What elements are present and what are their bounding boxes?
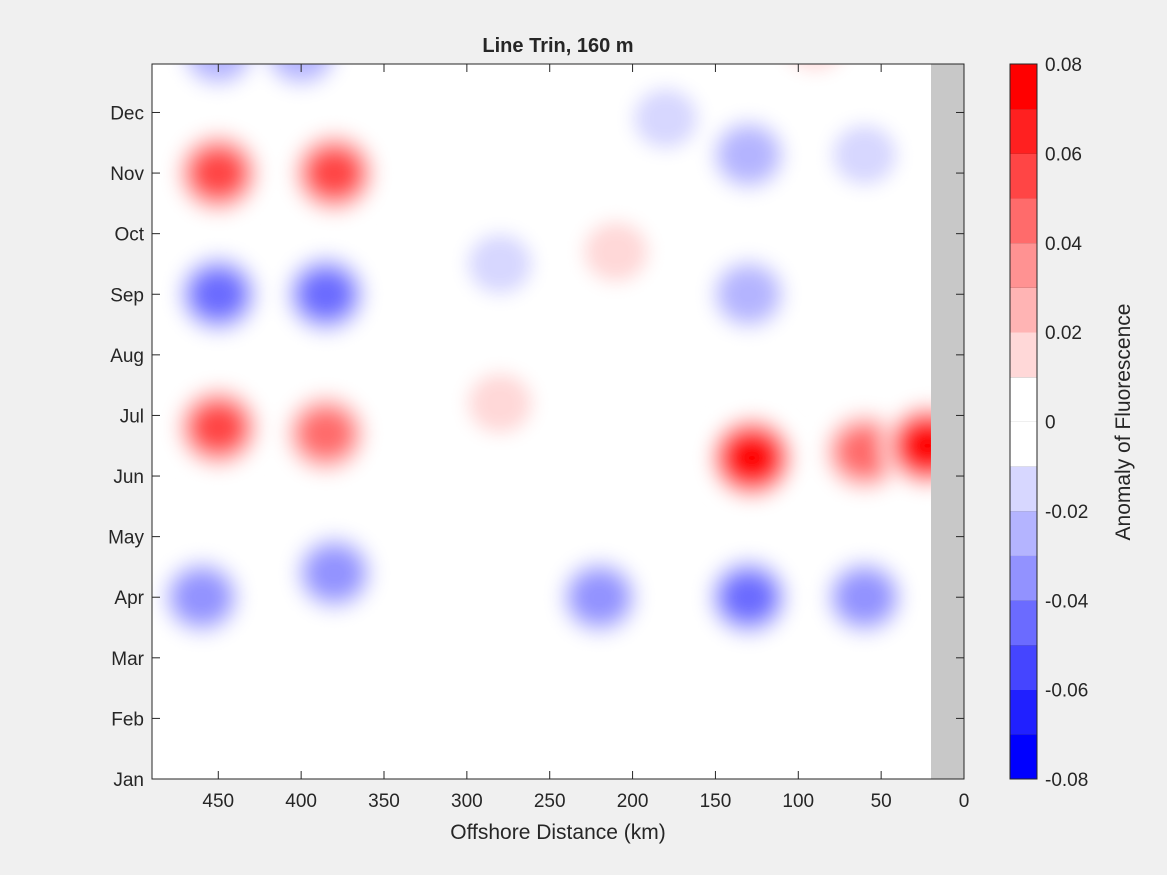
x-tick-label: 100 <box>782 791 814 812</box>
colorbar-tick-label: 0.02 <box>1045 323 1082 344</box>
colorbar-segment <box>1010 198 1037 244</box>
colorbar-segment <box>1010 734 1037 780</box>
anomaly-contour <box>176 575 227 620</box>
colorbar-segment <box>1010 421 1037 467</box>
colorbar-segment <box>1010 64 1037 110</box>
y-tick-label: Jan <box>113 770 144 791</box>
colorbar-segment <box>1010 108 1037 154</box>
colorbar-segment <box>1010 242 1037 288</box>
anomaly-contour <box>775 64 854 86</box>
y-tick-label: May <box>108 528 144 549</box>
anomaly-contour <box>633 88 698 149</box>
y-tick-label: Feb <box>111 709 144 730</box>
x-tick-label: 250 <box>534 791 566 812</box>
anomaly-contour <box>302 273 350 315</box>
colorbar-tick-label: 0.08 <box>1045 55 1082 76</box>
anomaly-contour <box>839 575 890 620</box>
anomaly-contour <box>302 413 350 455</box>
anomaly-contour <box>721 130 776 180</box>
colorbar: 0.08 0.06 0.04 0.02 0 -0.02 -0.04 -0.06 -0.08 <box>1009 55 1089 791</box>
anomaly-contour <box>574 575 625 620</box>
y-axis: Jan Feb Mar Apr May Jun Jul Aug Sep Oct Nov Dec <box>108 103 964 791</box>
anomaly-contour <box>584 221 648 282</box>
colorbar-tick-label: -0.04 <box>1045 591 1089 612</box>
anomaly-contour <box>840 431 889 473</box>
colorbar-segment <box>1010 153 1037 199</box>
anomaly-contour <box>832 124 897 185</box>
anomaly-contour <box>796 64 834 70</box>
x-tick-label: 200 <box>617 791 649 812</box>
anomaly-contour <box>309 550 360 595</box>
x-tick-label: 50 <box>871 791 892 812</box>
y-tick-label: Oct <box>114 225 144 246</box>
colorbar-tick-label: -0.02 <box>1045 502 1088 523</box>
anomaly-field <box>155 64 964 644</box>
x-tick-label: 150 <box>700 791 732 812</box>
y-tick-label: Jun <box>113 467 144 488</box>
colorbar-tick-label: 0 <box>1045 413 1056 434</box>
x-tick-label: 450 <box>202 791 234 812</box>
x-tick-label: 400 <box>285 791 317 812</box>
y-tick-label: Dec <box>110 103 144 124</box>
colorbar-segment <box>1010 689 1037 735</box>
no-data-region <box>931 64 964 779</box>
x-tick-label: 0 <box>959 791 970 812</box>
anomaly-contour <box>195 153 241 193</box>
x-tick-label: 300 <box>451 791 483 812</box>
colorbar-label: Anomaly of Fluorescence <box>1112 304 1135 541</box>
anomaly-contour <box>266 64 336 88</box>
anomaly-contour <box>195 408 241 447</box>
colorbar-segment <box>1010 376 1037 422</box>
colorbar-segment <box>1010 332 1037 378</box>
colorbar-segment <box>1010 555 1037 601</box>
y-tick-label: Sep <box>110 285 144 306</box>
x-axis-label: Offshore Distance (km) <box>450 821 666 844</box>
anomaly-contour <box>468 233 532 294</box>
colorbar-segment <box>1010 466 1037 512</box>
anomaly-contour <box>468 373 532 434</box>
colorbar-tick-label: 0.06 <box>1045 144 1082 165</box>
anomaly-contour <box>721 269 776 319</box>
colorbar-tick-label: -0.06 <box>1045 681 1088 702</box>
colorbar-segment <box>1010 510 1037 556</box>
colorbar-segment <box>1010 600 1037 646</box>
y-tick-label: Jul <box>120 406 144 427</box>
y-tick-label: Nov <box>110 164 144 185</box>
anomaly-contour <box>311 153 357 193</box>
anomaly-contour <box>724 576 773 618</box>
anomaly-contour <box>183 64 253 88</box>
x-tick-label: 350 <box>368 791 400 812</box>
plot-border <box>151 63 965 780</box>
y-tick-label: Aug <box>110 346 144 367</box>
y-tick-label: Mar <box>111 649 144 670</box>
chart-title: Line Trin, 160 m <box>482 35 633 57</box>
colorbar-border <box>1009 63 1038 780</box>
y-tick-label: Apr <box>114 588 144 609</box>
colorbar-tick-label: -0.08 <box>1045 770 1088 791</box>
colorbar-tick-label: 0.04 <box>1045 234 1082 255</box>
plot-area <box>151 63 965 780</box>
anomaly-contour <box>548 64 585 68</box>
colorbar-segment <box>1010 644 1037 691</box>
colorbar-segment <box>1010 287 1037 333</box>
anomaly-contour <box>730 439 774 476</box>
anomaly-contour <box>194 273 242 315</box>
x-axis: 450 400 350 300 250 200 150 100 50 0 <box>202 64 969 812</box>
